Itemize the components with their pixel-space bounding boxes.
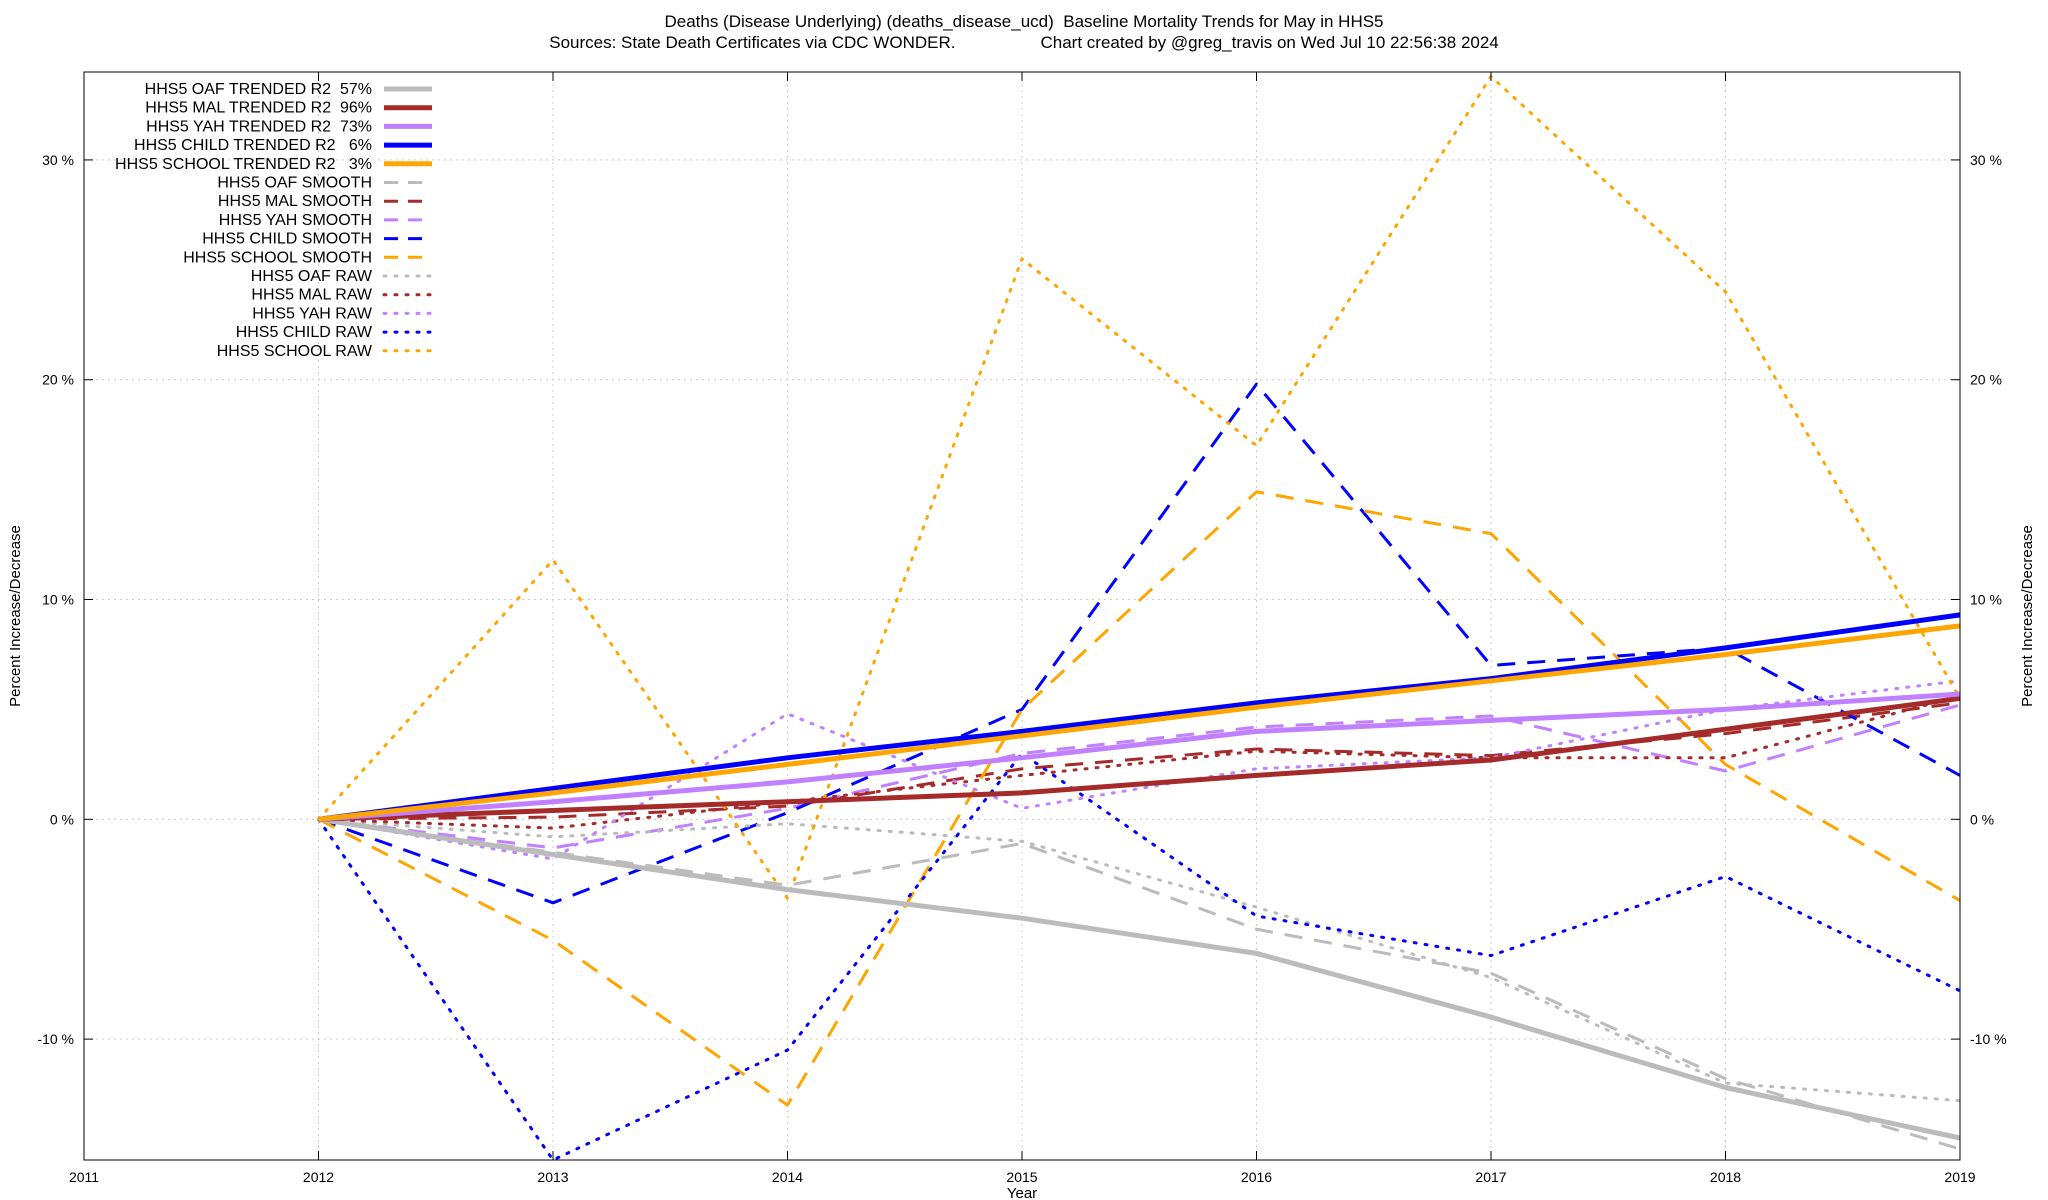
y2-tick-label: 10 % <box>1970 592 2002 608</box>
chart-subtitle: Sources: State Death Certificates via CD… <box>549 33 1499 52</box>
series-line-hhs5-mal-trended-r2-96 <box>318 695 1961 822</box>
chart-title: Deaths (Disease Underlying) (deaths_dise… <box>664 12 1384 31</box>
legend-label: HHS5 CHILD RAW <box>236 324 373 341</box>
series-line-hhs5-yah-trended-r2-73 <box>318 691 1961 822</box>
series-line-hhs5-child-trended-r2-6 <box>318 612 1961 822</box>
y-tick-label: 30 % <box>42 152 74 168</box>
legend: HHS5 OAF TRENDED R2 57% HHS5 MAL TRENDED … <box>115 81 434 360</box>
series-line-hhs5-school-trended-r2-3 <box>318 623 1961 822</box>
series-line-hhs5-oaf-raw <box>317 817 1962 1103</box>
legend-label: HHS5 SCHOOL TRENDED R2 3% <box>115 156 372 173</box>
series-line-hhs5-yah-smooth <box>318 703 1961 850</box>
legend-label: HHS5 OAF TRENDED R2 57% <box>145 81 372 98</box>
legend-label: HHS5 OAF RAW <box>251 268 373 285</box>
legend-label: HHS5 MAL RAW <box>251 287 373 304</box>
legend-label: HHS5 SCHOOL RAW <box>217 343 373 360</box>
legend-label: HHS5 OAF SMOOTH <box>217 175 372 192</box>
x-tick-label: 2011 <box>69 1169 99 1185</box>
y2-axis-label: Percent Increase/Decrease <box>2019 525 2036 707</box>
series-line-hhs5-school-smooth <box>317 490 1961 1107</box>
legend-label: HHS5 YAH RAW <box>252 305 373 322</box>
y2-tick-label: 20 % <box>1970 372 2002 388</box>
series-line-hhs5-child-raw <box>317 751 1962 1162</box>
axis-ticks: 2011 2012 2013 2014 2015 2016 2017 2018 2019 -10 … <box>37 72 2007 1185</box>
legend-label: HHS5 MAL TRENDED R2 96% <box>145 100 372 117</box>
series-lines <box>317 74 1962 1162</box>
legend-label: HHS5 MAL SMOOTH <box>218 193 372 210</box>
legend-label: HHS5 CHILD SMOOTH <box>202 231 372 248</box>
x-tick-label: 2014 <box>772 1169 803 1185</box>
y-axis-label: Percent Increase/Decrease <box>7 525 24 707</box>
series-line-hhs5-school-raw <box>317 74 1962 900</box>
x-tick-label: 2019 <box>1944 1169 1975 1185</box>
legend-label: HHS5 YAH TRENDED R2 73% <box>146 118 372 135</box>
series-line-hhs5-mal-smooth <box>318 701 1961 821</box>
legend-label: HHS5 SCHOOL SMOOTH <box>183 249 372 266</box>
x-tick-label: 2013 <box>537 1169 568 1185</box>
series-line-hhs5-oaf-smooth <box>318 817 1961 1151</box>
y2-tick-label: 0 % <box>1970 811 1994 827</box>
y-tick-label: -10 % <box>37 1031 74 1047</box>
y-tick-label: 20 % <box>42 372 74 388</box>
y2-tick-label: -10 % <box>1970 1031 2007 1047</box>
series-line-hhs5-oaf-trended-r2-57 <box>318 816 1961 1141</box>
series-line-hhs5-mal-raw <box>317 694 1962 830</box>
y2-tick-label: 30 % <box>1970 152 2002 168</box>
x-tick-label: 2016 <box>1241 1169 1272 1185</box>
series-line-hhs5-child-smooth <box>317 382 1961 905</box>
y-tick-label: 0 % <box>50 811 74 827</box>
y-tick-label: 10 % <box>42 592 74 608</box>
x-tick-label: 2012 <box>303 1169 334 1185</box>
x-tick-label: 2015 <box>1006 1169 1037 1185</box>
legend-label: HHS5 CHILD TRENDED R2 6% <box>134 137 372 154</box>
legend-label: HHS5 YAH SMOOTH <box>219 212 372 229</box>
x-tick-label: 2017 <box>1475 1169 1506 1185</box>
x-axis-label: Year <box>1007 1185 1037 1200</box>
x-tick-label: 2018 <box>1710 1169 1741 1185</box>
